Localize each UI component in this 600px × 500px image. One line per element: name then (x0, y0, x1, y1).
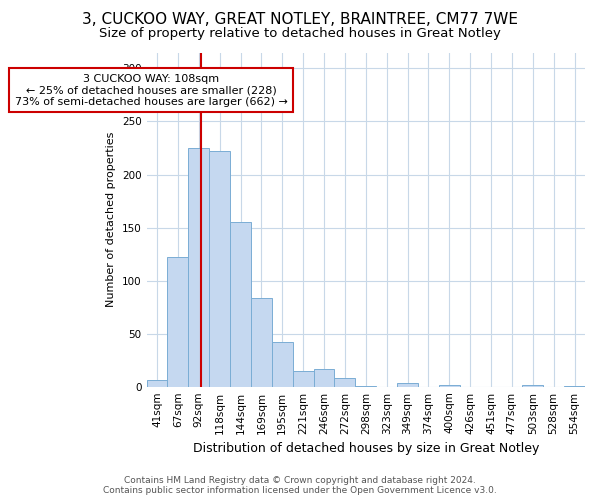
Bar (334, 378, 355, 386)
Y-axis label: Number of detached properties: Number of detached properties (106, 132, 116, 308)
Bar (146, 380, 167, 386)
Text: Size of property relative to detached houses in Great Notley: Size of property relative to detached ho… (99, 28, 501, 40)
Bar (293, 371, 314, 386)
Bar (314, 368, 334, 386)
Text: 3, CUCKOO WAY, GREAT NOTLEY, BRAINTREE, CM77 7WE: 3, CUCKOO WAY, GREAT NOTLEY, BRAINTREE, … (82, 12, 518, 28)
Bar (439, 384, 460, 386)
Text: Contains HM Land Registry data © Crown copyright and database right 2024.
Contai: Contains HM Land Registry data © Crown c… (103, 476, 497, 495)
Bar (251, 298, 272, 386)
Bar (167, 258, 188, 386)
Bar (523, 384, 543, 386)
Bar (188, 148, 209, 386)
Bar (272, 342, 293, 386)
Bar (397, 384, 418, 386)
Bar (230, 222, 251, 386)
Text: 3 CUCKOO WAY: 108sqm
← 25% of detached houses are smaller (228)
73% of semi-deta: 3 CUCKOO WAY: 108sqm ← 25% of detached h… (15, 74, 287, 107)
Bar (209, 151, 230, 386)
X-axis label: Distribution of detached houses by size in Great Notley: Distribution of detached houses by size … (193, 442, 539, 455)
